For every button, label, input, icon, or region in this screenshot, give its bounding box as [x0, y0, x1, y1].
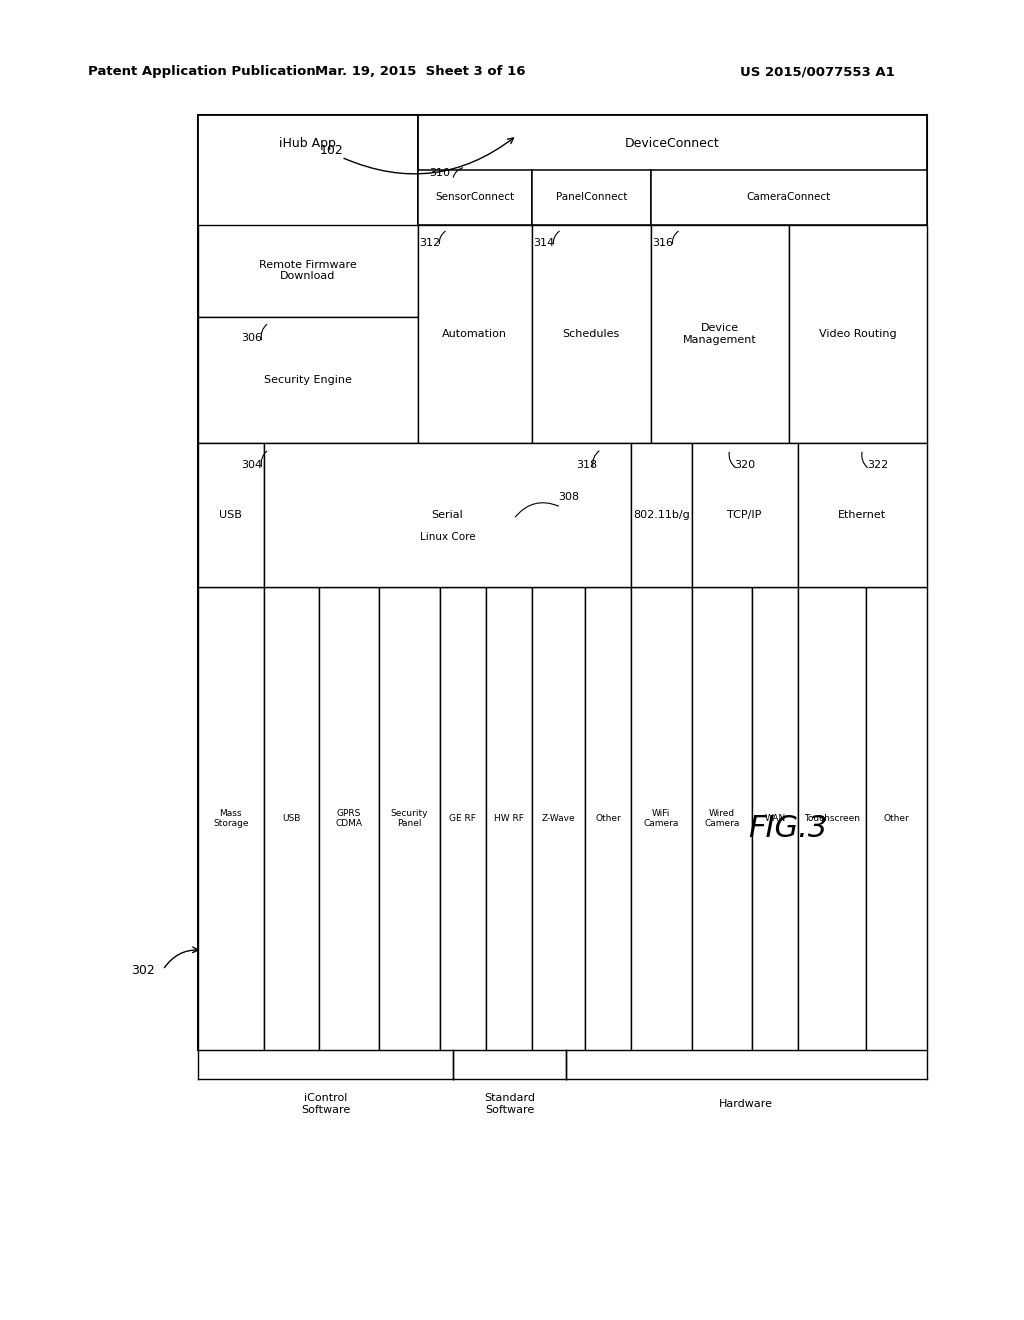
- Text: USB: USB: [219, 511, 243, 520]
- Text: HW RF: HW RF: [495, 814, 524, 822]
- Text: iControl
Software: iControl Software: [301, 1093, 350, 1115]
- Bar: [691, 587, 752, 1049]
- Bar: [798, 444, 927, 587]
- Bar: [439, 587, 486, 1049]
- Text: GPRS
CDMA: GPRS CDMA: [335, 809, 362, 828]
- Text: Patent Application Publication: Patent Application Publication: [88, 65, 316, 78]
- Text: WiFi
Camera: WiFi Camera: [644, 809, 679, 828]
- Text: Hardware: Hardware: [719, 1100, 773, 1109]
- Text: 802.11b/g: 802.11b/g: [633, 511, 689, 520]
- Bar: [198, 115, 418, 444]
- Text: Mass
Storage: Mass Storage: [213, 809, 249, 828]
- Text: Device
Management: Device Management: [683, 323, 757, 345]
- Text: SensorConnect: SensorConnect: [435, 193, 514, 202]
- Bar: [631, 587, 691, 1049]
- Text: 316: 316: [652, 238, 673, 248]
- Text: Touchscreen: Touchscreen: [804, 814, 860, 822]
- Text: 308: 308: [558, 492, 580, 503]
- Text: DeviceConnect: DeviceConnect: [625, 137, 720, 149]
- Text: Schedules: Schedules: [563, 329, 620, 339]
- Text: 314: 314: [534, 238, 554, 248]
- Bar: [651, 170, 927, 224]
- Bar: [418, 170, 531, 224]
- Text: PanelConnect: PanelConnect: [556, 193, 627, 202]
- Text: 320: 320: [734, 461, 755, 470]
- Bar: [631, 444, 691, 587]
- Text: Security Engine: Security Engine: [264, 375, 351, 385]
- Bar: [418, 224, 531, 444]
- Bar: [264, 587, 318, 1049]
- Bar: [379, 587, 439, 1049]
- Bar: [198, 115, 927, 1049]
- Text: Mar. 19, 2015  Sheet 3 of 16: Mar. 19, 2015 Sheet 3 of 16: [315, 65, 526, 78]
- Text: Security
Panel: Security Panel: [390, 809, 428, 828]
- Text: iHub App: iHub App: [280, 137, 336, 149]
- Text: USB: USB: [283, 814, 300, 822]
- Bar: [866, 587, 927, 1049]
- Text: US 2015/0077553 A1: US 2015/0077553 A1: [740, 65, 895, 78]
- Bar: [788, 224, 927, 444]
- Text: Wired
Camera: Wired Camera: [705, 809, 739, 828]
- Text: FIG.3: FIG.3: [749, 814, 827, 843]
- Bar: [752, 587, 798, 1049]
- Text: 322: 322: [867, 461, 888, 470]
- Text: WAN: WAN: [764, 814, 785, 822]
- Text: Video Routing: Video Routing: [819, 329, 896, 339]
- Bar: [486, 587, 531, 1049]
- Bar: [264, 444, 631, 587]
- Text: GE RF: GE RF: [450, 814, 476, 822]
- Text: 304: 304: [242, 461, 263, 470]
- Bar: [198, 444, 264, 587]
- Bar: [531, 587, 586, 1049]
- Text: Automation: Automation: [442, 329, 507, 339]
- Text: CameraConnect: CameraConnect: [746, 193, 830, 202]
- Bar: [651, 224, 788, 444]
- Text: Linux Core: Linux Core: [420, 532, 475, 543]
- Text: Other: Other: [884, 814, 909, 822]
- Text: Standard
Software: Standard Software: [484, 1093, 535, 1115]
- Bar: [198, 224, 418, 317]
- Bar: [531, 170, 651, 224]
- Text: 306: 306: [242, 334, 262, 343]
- Bar: [531, 224, 651, 444]
- Bar: [418, 115, 927, 444]
- Text: 302: 302: [131, 964, 155, 977]
- Bar: [198, 317, 418, 444]
- Text: 312: 312: [419, 238, 440, 248]
- Bar: [691, 444, 798, 587]
- Text: 102: 102: [319, 144, 343, 157]
- Bar: [198, 587, 264, 1049]
- Text: 310: 310: [429, 168, 451, 178]
- Bar: [798, 587, 866, 1049]
- Text: Ethernet: Ethernet: [838, 511, 886, 520]
- Text: Other: Other: [595, 814, 622, 822]
- Text: Z-Wave: Z-Wave: [542, 814, 575, 822]
- Text: Remote Firmware
Download: Remote Firmware Download: [259, 260, 356, 281]
- Text: 318: 318: [575, 461, 597, 470]
- Bar: [318, 587, 379, 1049]
- Text: Serial: Serial: [432, 511, 464, 520]
- Text: TCP/IP: TCP/IP: [727, 511, 762, 520]
- Bar: [586, 587, 631, 1049]
